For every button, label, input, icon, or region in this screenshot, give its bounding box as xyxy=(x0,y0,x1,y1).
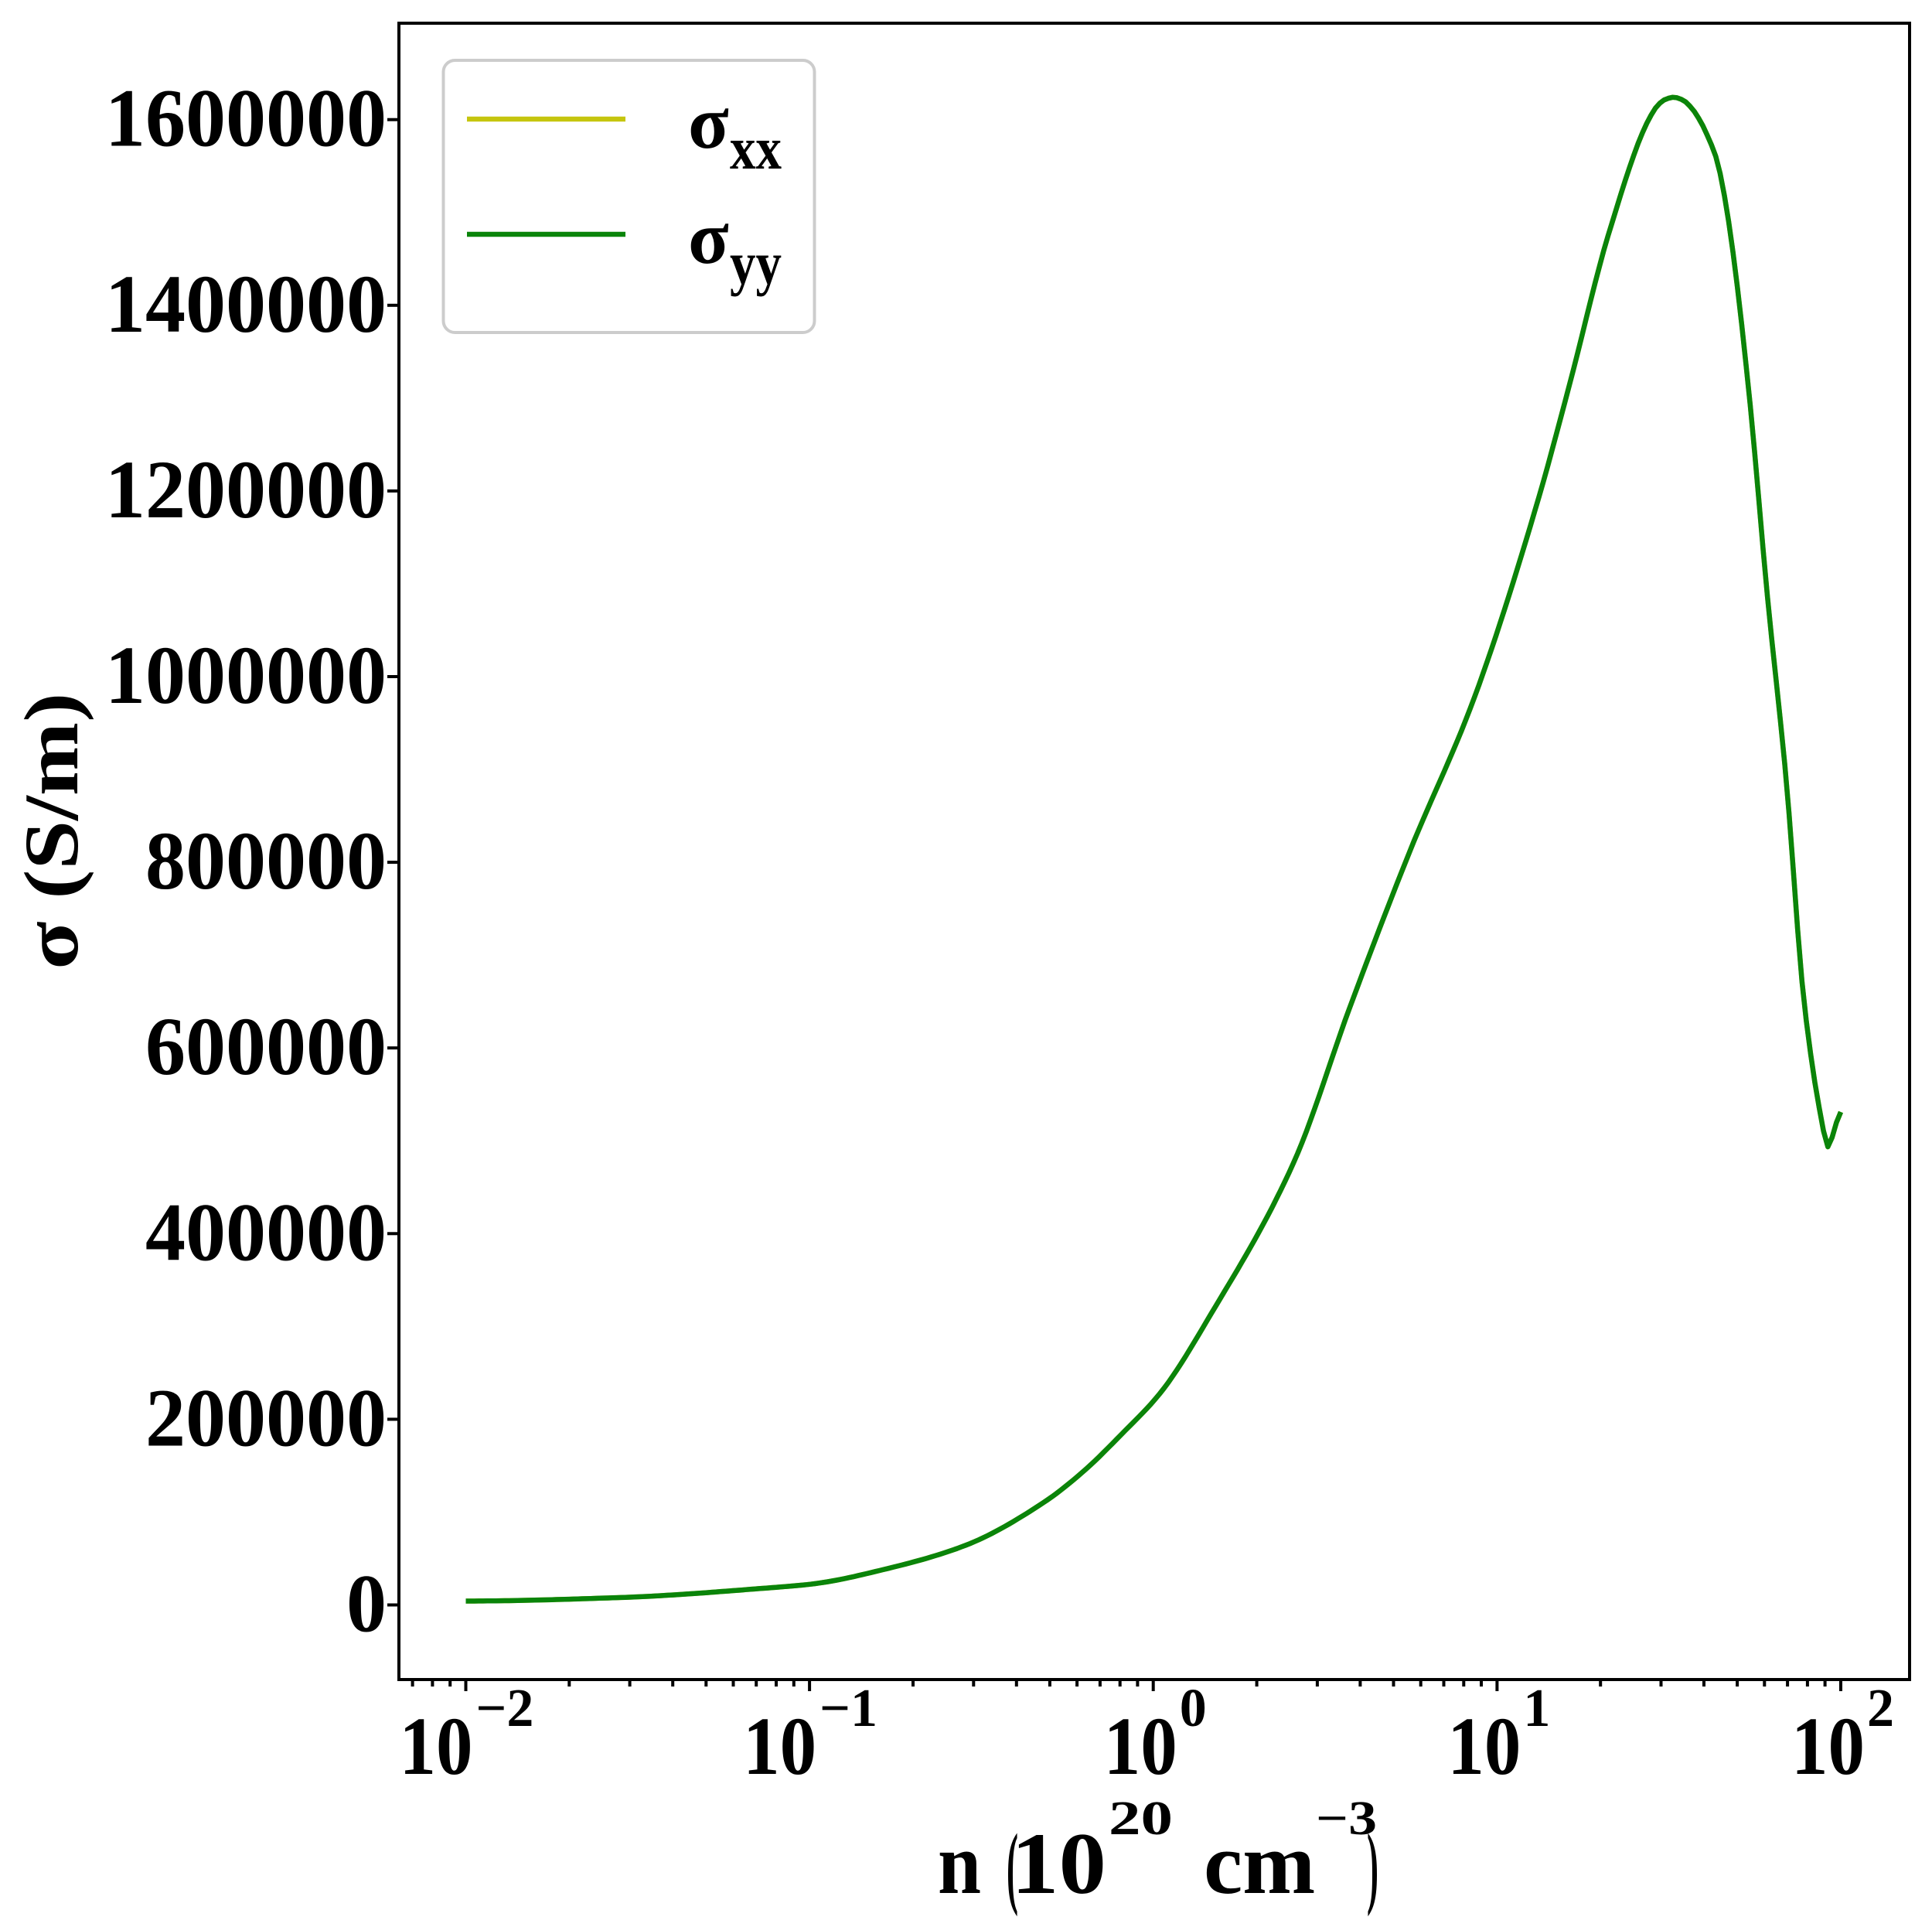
svg-text:yy: yy xyxy=(730,230,782,297)
svg-text:cm: cm xyxy=(1204,1816,1315,1912)
svg-text:−1: −1 xyxy=(819,1679,877,1738)
svg-text:1200000: 1200000 xyxy=(105,445,387,536)
svg-text:10: 10 xyxy=(1011,1816,1106,1912)
svg-text:): ) xyxy=(1367,1815,1378,1917)
svg-text:2: 2 xyxy=(1867,1679,1894,1738)
svg-text:σ: σ xyxy=(688,81,729,164)
svg-text:0: 0 xyxy=(1180,1679,1207,1738)
svg-text:0: 0 xyxy=(346,1559,387,1650)
svg-text:10: 10 xyxy=(1447,1701,1521,1792)
svg-text:10: 10 xyxy=(400,1701,473,1792)
svg-text:800000: 800000 xyxy=(145,816,387,907)
svg-text:1: 1 xyxy=(1523,1679,1550,1738)
svg-text:1600000: 1600000 xyxy=(105,73,387,165)
svg-text:600000: 600000 xyxy=(145,1001,387,1093)
svg-text:(: ( xyxy=(1007,1815,1018,1917)
svg-text:σ (S/m): σ (S/m) xyxy=(9,693,94,970)
svg-text:20: 20 xyxy=(1109,1792,1173,1845)
svg-text:200000: 200000 xyxy=(145,1373,387,1464)
svg-text:xx: xx xyxy=(730,114,782,182)
svg-text:−2: −2 xyxy=(476,1679,534,1738)
svg-text:1000000: 1000000 xyxy=(105,630,387,721)
svg-text:10: 10 xyxy=(743,1701,816,1792)
svg-text:1400000: 1400000 xyxy=(105,259,387,350)
svg-text:σ: σ xyxy=(688,196,729,279)
svg-text:10: 10 xyxy=(1791,1701,1865,1792)
svg-text:400000: 400000 xyxy=(145,1187,387,1278)
svg-text:−3: −3 xyxy=(1316,1792,1377,1845)
svg-text:n: n xyxy=(938,1816,981,1912)
svg-text:10: 10 xyxy=(1104,1701,1177,1792)
